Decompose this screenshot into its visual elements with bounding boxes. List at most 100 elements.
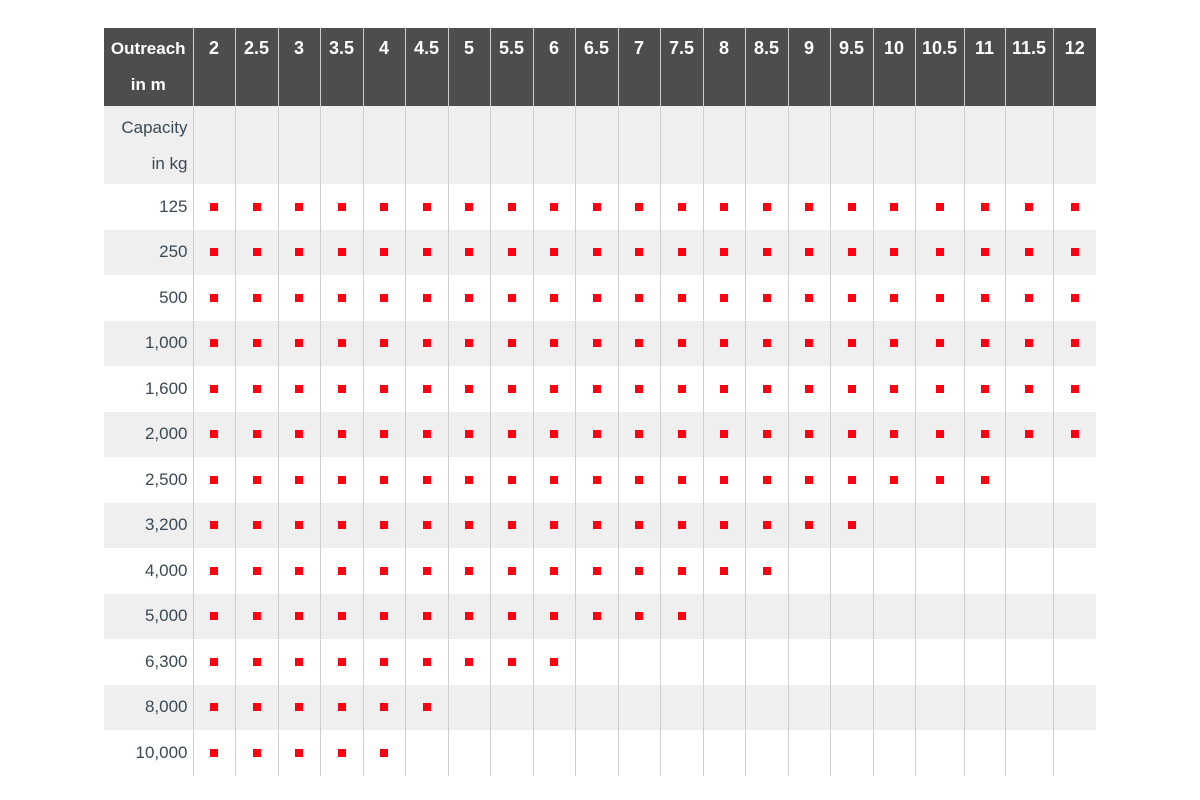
available-mark-icon (210, 202, 218, 211)
empty-cell (404, 106, 448, 184)
available-mark-icon (720, 430, 728, 439)
table-cell (617, 366, 660, 412)
table-cell (829, 320, 873, 366)
table-cell (574, 320, 618, 366)
table-cell (319, 320, 363, 366)
available-mark-icon (762, 384, 771, 393)
outreach-column-header: 9 (787, 28, 830, 106)
available-mark-icon (980, 475, 989, 484)
capacity-value: 10,000 (135, 742, 188, 762)
table-cell (1004, 457, 1053, 503)
available-mark-icon (635, 521, 643, 530)
available-mark-icon (720, 339, 728, 348)
table-cell (489, 366, 533, 412)
table-cell (404, 366, 448, 412)
available-mark-icon (252, 475, 261, 484)
available-mark-icon (380, 202, 388, 211)
available-mark-icon (210, 566, 218, 575)
available-mark-icon (847, 430, 856, 439)
table-cell (362, 730, 405, 776)
capacity-label-row: Capacity in kg (104, 106, 1096, 184)
table-cell (447, 366, 490, 412)
outreach-column-header: 5 (447, 28, 490, 106)
available-mark-icon (380, 657, 388, 666)
empty-cell (1004, 106, 1053, 184)
available-mark-icon (422, 430, 431, 439)
available-mark-icon (295, 657, 303, 666)
table-cell (1052, 411, 1096, 457)
available-mark-icon (1025, 202, 1033, 211)
table-cell (192, 320, 235, 366)
table-cell (872, 275, 915, 321)
available-mark-icon (210, 475, 218, 484)
table-cell (277, 366, 320, 412)
table-cell (829, 593, 873, 639)
available-mark-icon (507, 566, 516, 575)
table-cell (234, 229, 278, 275)
table-cell (963, 593, 1005, 639)
table-cell (963, 730, 1005, 776)
capacity-value: 2,500 (144, 469, 188, 489)
available-mark-icon (935, 339, 944, 348)
available-mark-icon (550, 293, 558, 302)
available-mark-icon (507, 293, 516, 302)
capacity-value: 125 (159, 196, 188, 216)
table-cell (659, 320, 703, 366)
available-mark-icon (762, 293, 771, 302)
available-mark-icon (677, 475, 686, 484)
table-cell (574, 411, 618, 457)
table-cell (1052, 684, 1096, 730)
available-mark-icon (380, 384, 388, 393)
available-mark-icon (890, 430, 898, 439)
table-cell (744, 593, 788, 639)
available-mark-icon (805, 475, 813, 484)
available-mark-icon (592, 384, 601, 393)
table-cell (574, 229, 618, 275)
available-mark-icon (465, 430, 473, 439)
available-mark-icon (890, 475, 898, 484)
available-mark-icon (507, 339, 516, 348)
available-mark-icon (635, 293, 643, 302)
available-mark-icon (677, 612, 686, 621)
table-row: 250 (104, 229, 1096, 275)
table-cell (532, 502, 575, 548)
available-mark-icon (592, 339, 601, 348)
outreach-column-header: 8 (702, 28, 745, 106)
table-cell (702, 502, 745, 548)
table-cell (192, 639, 235, 685)
table-cell (787, 548, 830, 594)
table-cell (829, 730, 873, 776)
table-cell (277, 502, 320, 548)
table-cell (277, 730, 320, 776)
table-cell (617, 411, 660, 457)
available-mark-icon (422, 384, 431, 393)
table-cell (659, 593, 703, 639)
table-cell (1052, 229, 1096, 275)
available-mark-icon (550, 475, 558, 484)
outreach-column-header: 7.5 (659, 28, 703, 106)
table-cell (447, 684, 490, 730)
available-mark-icon (295, 202, 303, 211)
table-cell (447, 229, 490, 275)
table-cell (277, 639, 320, 685)
table-cell (872, 639, 915, 685)
table-row: 1,600 (104, 366, 1096, 412)
table-cell (192, 502, 235, 548)
outreach-column-header: 6 (532, 28, 575, 106)
available-mark-icon (890, 339, 898, 348)
available-mark-icon (380, 521, 388, 530)
table-cell (744, 457, 788, 503)
capacity-label: Capacity (121, 118, 188, 137)
table-cell (1052, 320, 1096, 366)
table-cell (192, 548, 235, 594)
table-cell (914, 229, 964, 275)
table-cell (872, 593, 915, 639)
table-cell (1004, 684, 1053, 730)
table-cell (914, 593, 964, 639)
table-cell (447, 730, 490, 776)
empty-cell (702, 106, 745, 184)
empty-cell (574, 106, 618, 184)
available-mark-icon (210, 748, 218, 757)
table-cell (532, 320, 575, 366)
table-cell (744, 229, 788, 275)
